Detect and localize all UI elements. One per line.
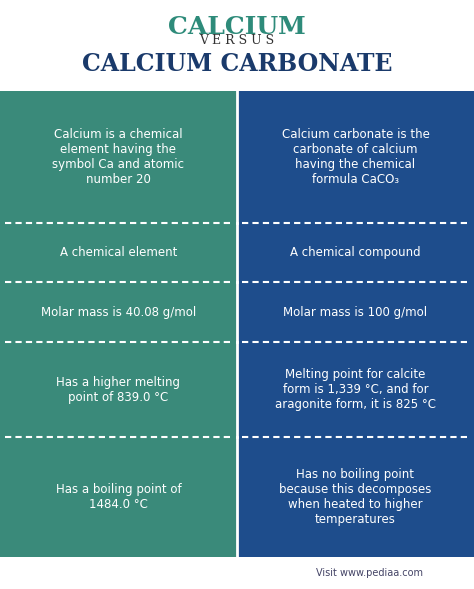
Bar bbox=[237, 91, 474, 223]
Bar bbox=[0, 282, 237, 342]
Text: V E R S U S: V E R S U S bbox=[200, 34, 274, 47]
Text: Has a boiling point of
1484.0 °C: Has a boiling point of 1484.0 °C bbox=[55, 483, 182, 511]
Text: Visit www.pediaa.com: Visit www.pediaa.com bbox=[316, 568, 423, 578]
Text: A chemical element: A chemical element bbox=[60, 246, 177, 259]
Bar bbox=[237, 223, 474, 282]
Text: Melting point for calcite
form is 1,339 °C, and for
aragonite form, it is 825 °C: Melting point for calcite form is 1,339 … bbox=[275, 368, 436, 411]
Text: Molar mass is 40.08 g/mol: Molar mass is 40.08 g/mol bbox=[41, 306, 196, 319]
Text: Molar mass is 100 g/mol: Molar mass is 100 g/mol bbox=[283, 306, 428, 319]
Bar bbox=[237, 282, 474, 342]
Bar bbox=[0, 223, 237, 282]
Bar bbox=[237, 342, 474, 437]
Bar bbox=[0, 91, 237, 223]
Text: CALCIUM CARBONATE: CALCIUM CARBONATE bbox=[82, 52, 392, 76]
Text: Has a higher melting
point of 839.0 °C: Has a higher melting point of 839.0 °C bbox=[56, 376, 181, 403]
Text: Calcium carbonate is the
carbonate of calcium
having the chemical
formula CaCO₃: Calcium carbonate is the carbonate of ca… bbox=[282, 128, 429, 186]
Text: Has no boiling point
because this decomposes
when heated to higher
temperatures: Has no boiling point because this decomp… bbox=[279, 468, 432, 526]
Text: Calcium is a chemical
element having the
symbol Ca and atomic
number 20: Calcium is a chemical element having the… bbox=[53, 128, 184, 186]
Bar bbox=[237, 437, 474, 557]
Text: CALCIUM: CALCIUM bbox=[168, 15, 306, 39]
Text: A chemical compound: A chemical compound bbox=[290, 246, 421, 259]
Bar bbox=[0, 437, 237, 557]
Bar bbox=[0, 342, 237, 437]
